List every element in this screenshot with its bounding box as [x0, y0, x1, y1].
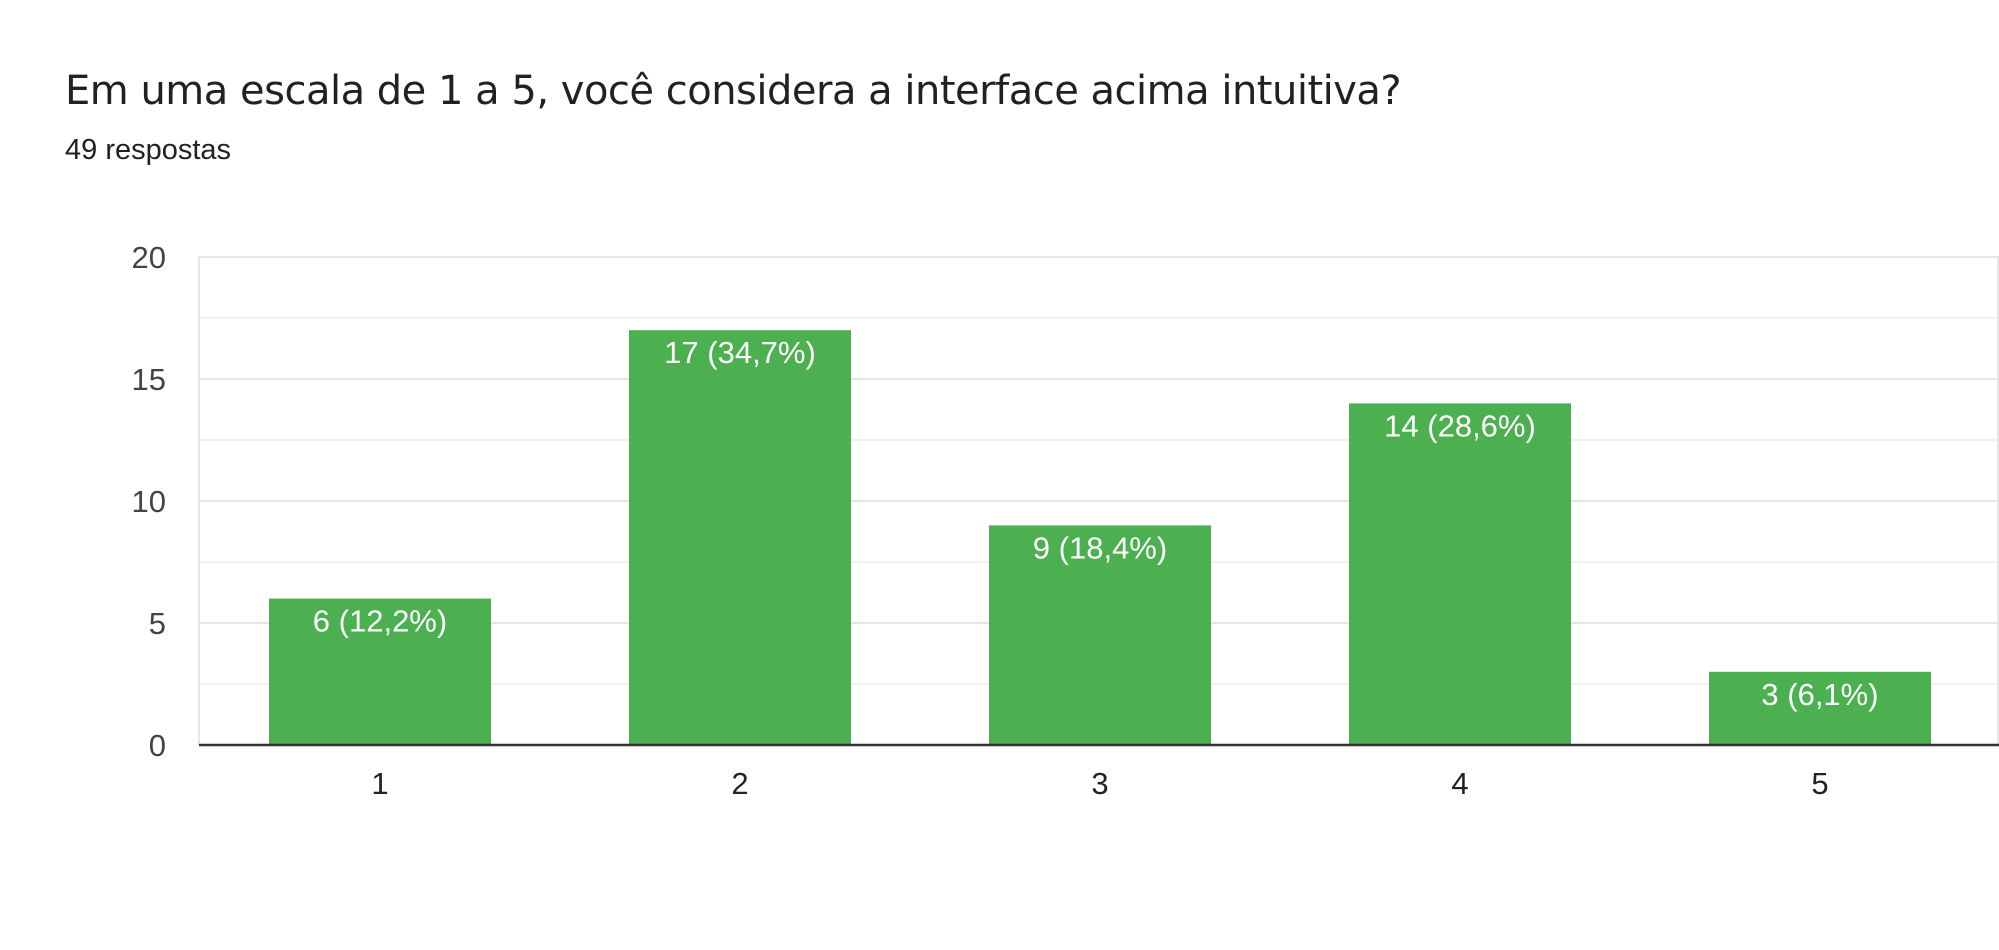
x-tick-label: 4: [1451, 766, 1468, 801]
y-tick-label: 10: [132, 484, 166, 519]
y-tick-label: 20: [132, 240, 166, 275]
bar-data-label: 14 (28,6%): [1384, 408, 1536, 443]
bar-data-label: 9 (18,4%): [1033, 530, 1167, 565]
bar-data-label: 17 (34,7%): [664, 335, 816, 370]
response-count: 49 respostas: [65, 134, 232, 166]
bar-data-label: 3 (6,1%): [1761, 677, 1878, 712]
y-tick-label: 5: [149, 606, 166, 641]
bar-data-label: 6 (12,2%): [313, 604, 447, 639]
x-axis-ticks: 1 2 3 4 5: [199, 743, 1999, 801]
bar-4: [1349, 403, 1571, 745]
gridlines: [198, 256, 1999, 745]
chart-title: Em uma escala de 1 a 5, você considera a…: [65, 68, 1402, 114]
bar-1: [269, 598, 491, 745]
x-tick-label: 2: [731, 766, 748, 801]
y-axis-ticks: 0 5 10 15 20: [132, 240, 166, 763]
bar-3: [989, 525, 1211, 745]
x-tick-label: 3: [1091, 766, 1108, 801]
x-tick-label: 1: [371, 766, 388, 801]
bar-5: [1709, 671, 1931, 745]
x-tick-label: 5: [1811, 766, 1828, 801]
y-tick-label: 0: [149, 728, 166, 763]
bar-data-labels: 6 (12,2%) 17 (34,7%) 9 (18,4%) 14 (28,6%) 3 …: [313, 335, 1879, 712]
y-tick-label: 15: [132, 362, 166, 397]
bars: [269, 330, 1931, 745]
bar-2: [629, 330, 851, 745]
